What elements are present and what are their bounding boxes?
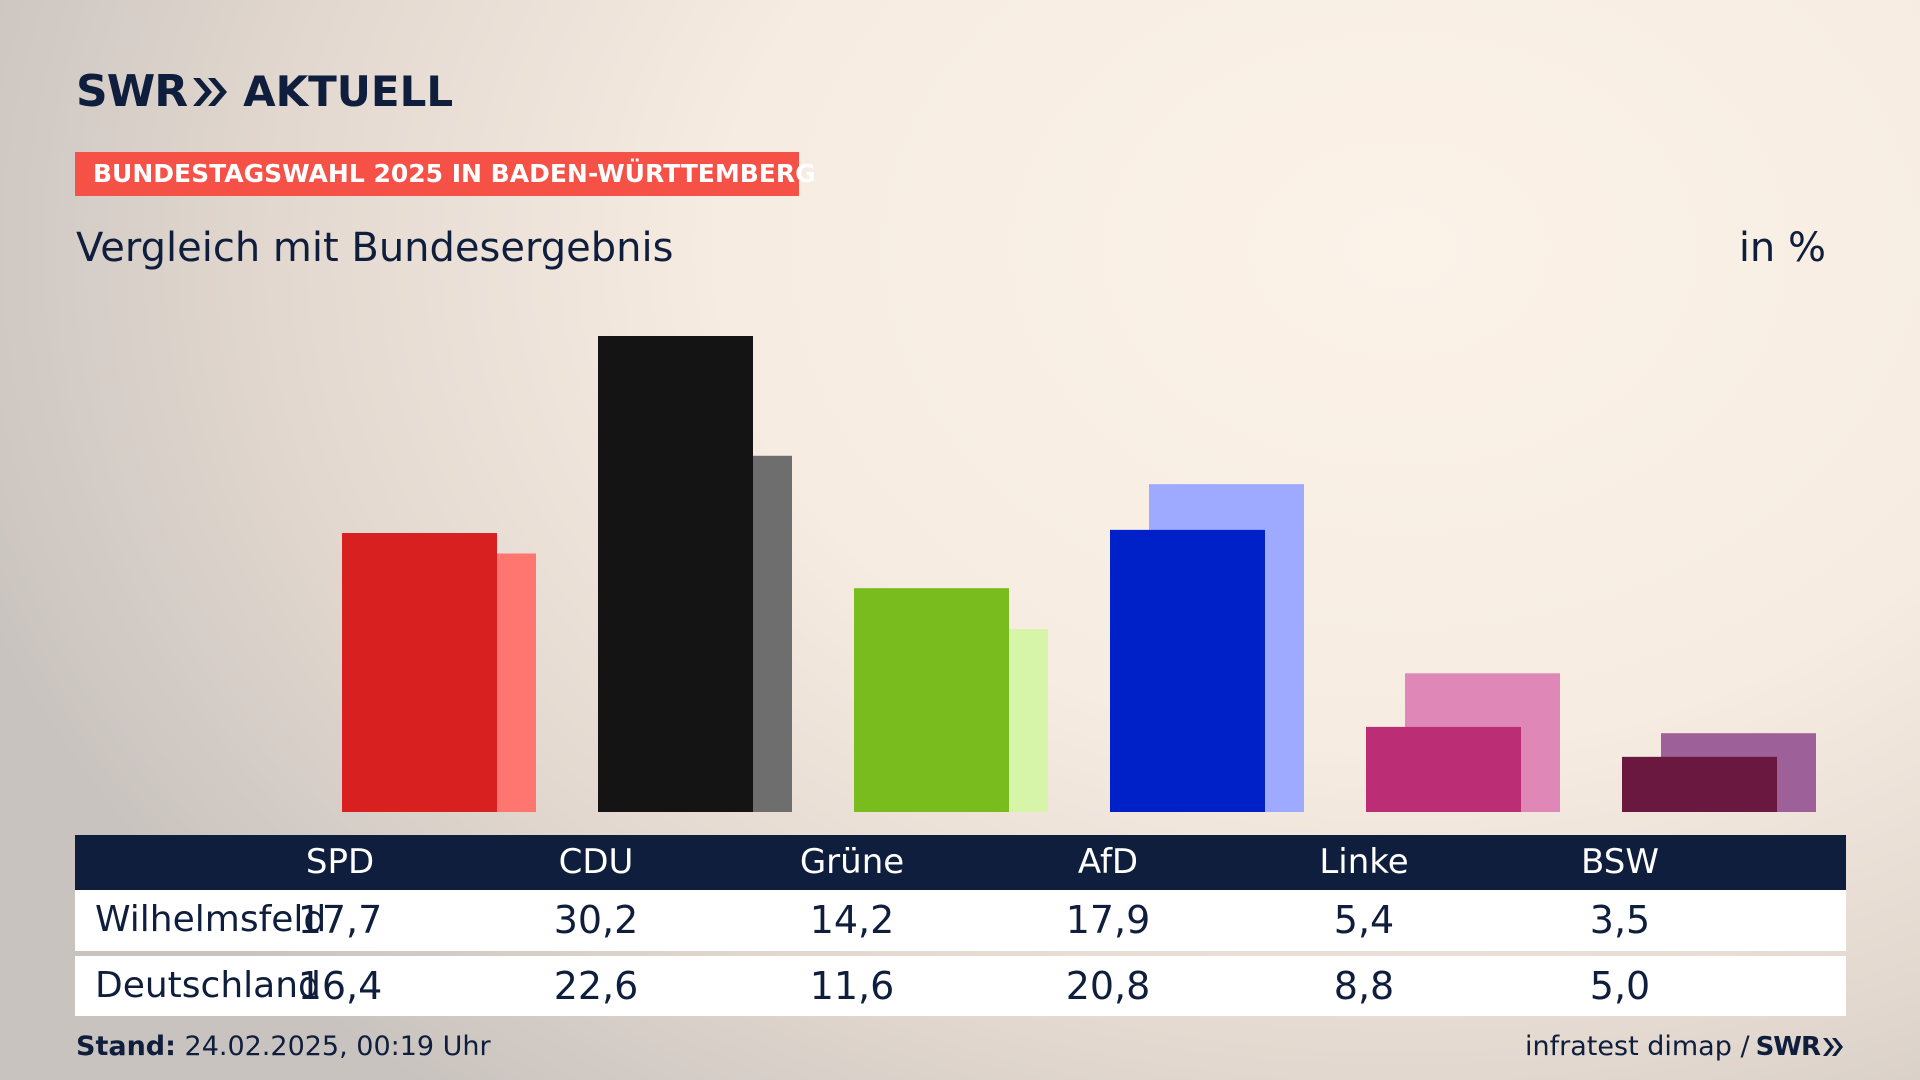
logo-aktuell-text: AKTUELL [243, 67, 454, 116]
table-cell: 22,6 [553, 964, 639, 1008]
table-cell: 16,4 [297, 964, 383, 1008]
swr-aktuell-logo: SWR AKTUELL [76, 68, 453, 116]
election-badge: BUNDESTAGSWAHL 2025 IN BADEN-WÜRTTEMBERG [75, 152, 816, 196]
header-afd: AfD [1077, 842, 1139, 882]
table-cell: 3,5 [1589, 898, 1651, 942]
table-cell: 17,9 [1065, 898, 1151, 942]
timestamp: Stand: 24.02.2025, 00:19 Uhr [76, 1030, 491, 1064]
header-linke: Linke [1319, 842, 1409, 882]
header-bsw: BSW [1581, 842, 1659, 882]
bar-bsw-wilhelmsfeld [1622, 756, 1777, 812]
bar-gruene-wilhelmsfeld [854, 588, 1009, 812]
table-row: Wilhelmsfeld 17,7 30,2 14,2 17,9 5,4 3,5 [75, 890, 1846, 951]
bar-afd-wilhelmsfeld [1110, 529, 1265, 812]
results-table: SPD CDU Grüne AfD Linke BSW Wilhelmsfeld… [75, 835, 1846, 1016]
table-row: Deutschland 16,4 22,6 11,6 20,8 8,8 5,0 [75, 956, 1846, 1016]
row-label: Wilhelmsfeld [95, 899, 327, 940]
header-cdu: CDU [558, 842, 634, 882]
source-text: infratest dimap / [1525, 1031, 1750, 1062]
stand-label: Stand: [76, 1031, 176, 1062]
table-cell: 14,2 [809, 898, 895, 942]
header-gruene: Grüne [799, 842, 905, 882]
table-cell: 8,8 [1333, 964, 1395, 1008]
table-cell: 30,2 [553, 898, 639, 942]
table-cell: 5,0 [1589, 964, 1651, 1008]
double-chevron-icon [1823, 1038, 1843, 1056]
unit-label: in % [1738, 225, 1826, 271]
footer-swr-text: SWR [1755, 1032, 1821, 1062]
table-cell: 11,6 [809, 964, 895, 1008]
double-chevron-icon [193, 78, 228, 106]
stand-value: 24.02.2025, 00:19 Uhr [184, 1031, 491, 1062]
chart-subtitle: Vergleich mit Bundesergebnis [76, 225, 674, 271]
table-cell: 20,8 [1065, 964, 1151, 1008]
source-credit: infratest dimap / SWR [1525, 1030, 1844, 1064]
bar-linke-wilhelmsfeld [1366, 726, 1521, 812]
bar-spd-wilhelmsfeld [342, 533, 497, 812]
row-label: Deutschland [95, 965, 321, 1006]
table-cell: 17,7 [297, 898, 383, 942]
table-header: SPD CDU Grüne AfD Linke BSW [75, 835, 1846, 890]
bar-cdu-wilhelmsfeld [598, 336, 753, 812]
logo-swr-text: SWR [76, 66, 188, 117]
table-cell: 5,4 [1333, 898, 1395, 942]
header-spd: SPD [305, 842, 375, 882]
